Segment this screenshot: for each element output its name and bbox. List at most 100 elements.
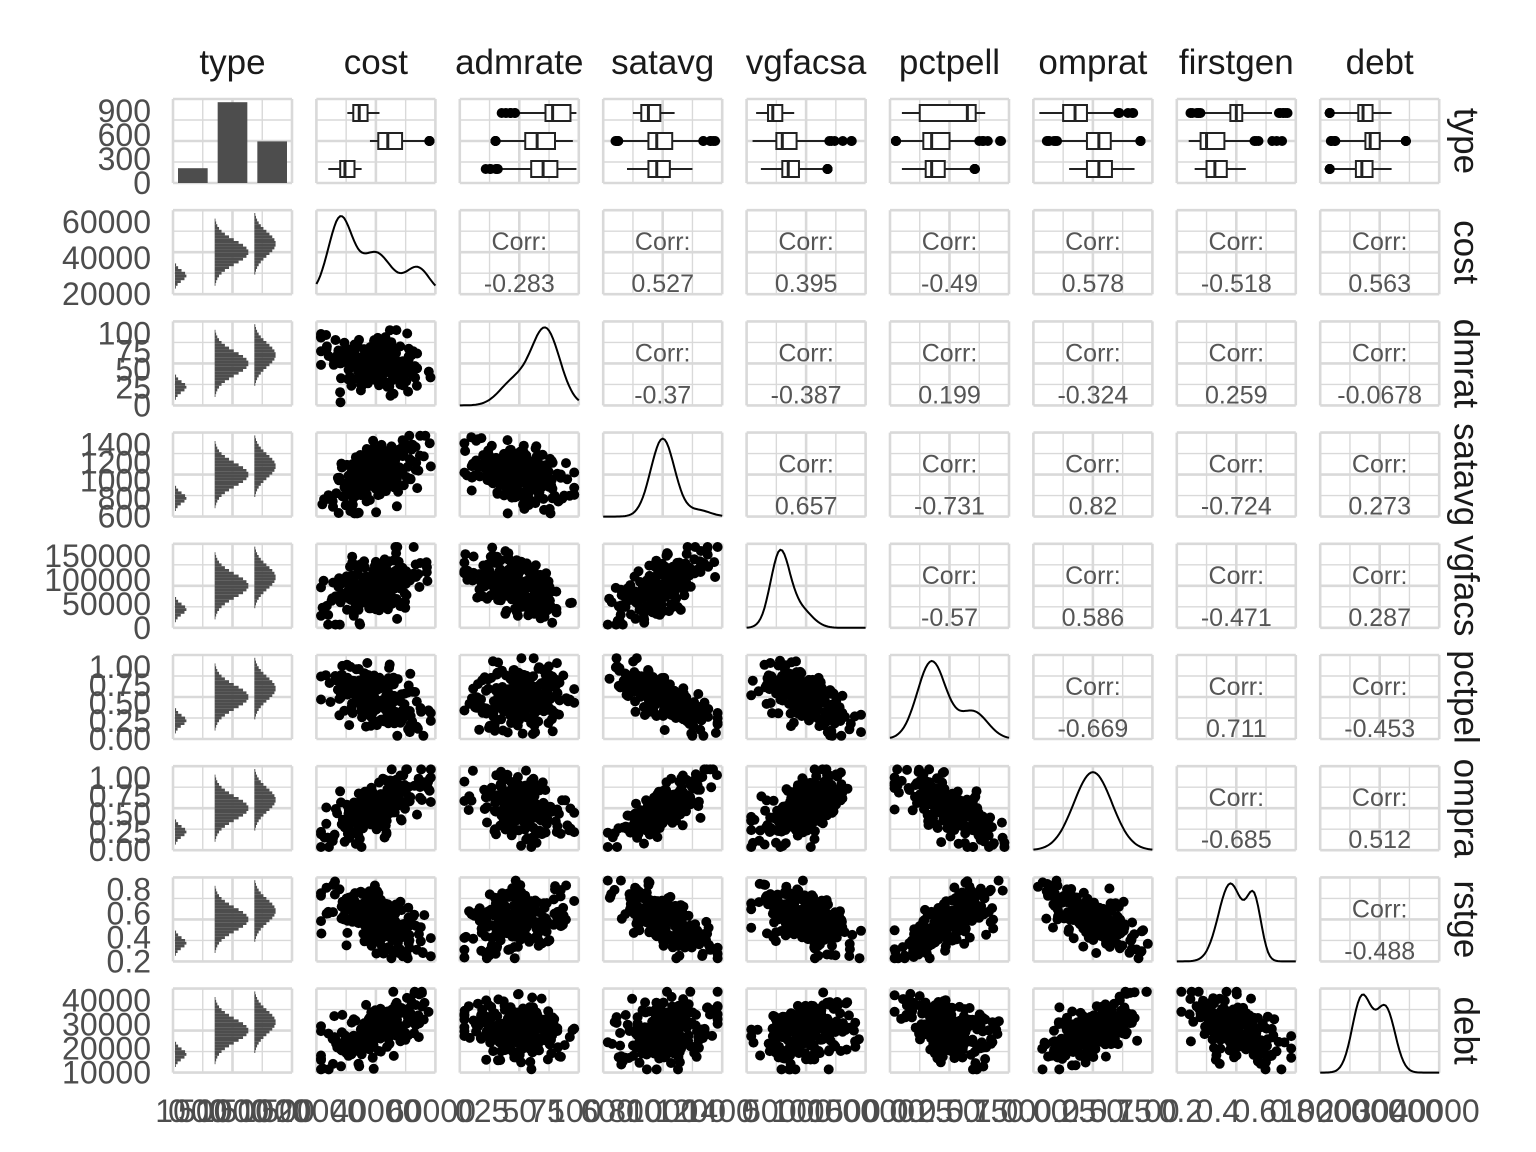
scatter-point [316, 890, 326, 901]
panel-pctpell-comprate [1032, 653, 1154, 741]
histogram-bin [175, 833, 185, 837]
outlier-point [969, 164, 980, 174]
scatter-point [829, 796, 840, 807]
histogram-bin [214, 677, 225, 681]
histogram-bin [214, 446, 218, 450]
scatter-point [641, 893, 651, 904]
scatter-point [844, 724, 855, 735]
scatter-point [492, 487, 503, 498]
x-tick-label: 1000 [239, 1093, 310, 1129]
column-strip-label-type: type [199, 43, 265, 82]
scatter-point [395, 583, 406, 594]
corr-label-admrate-firstgen: Corr: [1209, 339, 1265, 367]
scatter-point [659, 725, 670, 735]
scatter-point [355, 450, 366, 460]
scatter-point [316, 829, 326, 840]
histogram-bin [254, 263, 259, 267]
facet-histogram-firstgen [175, 880, 276, 956]
boxplot-admrate [480, 160, 577, 178]
scatter-point [932, 802, 942, 813]
histogram-bin [214, 822, 230, 825]
scatter-point [968, 793, 979, 804]
x-tick-label: 600 [581, 1093, 634, 1129]
scatter-point [528, 653, 539, 664]
histogram-bin [214, 830, 220, 834]
histogram-bin [214, 388, 218, 392]
scatter-point [499, 702, 510, 712]
corr-value-avgfacsal-pctpell: -0.57 [921, 604, 978, 632]
panel-pctpell-debt [1318, 653, 1441, 741]
histogram-bin [214, 839, 216, 842]
scatter-point [604, 673, 615, 684]
histogram-bin [254, 1027, 273, 1031]
histogram-bin [214, 699, 247, 703]
scatter-point [602, 827, 613, 838]
scatter-point [997, 832, 1008, 843]
panel-avgfacsal-pctpell [888, 542, 1011, 630]
histogram-bin [214, 341, 222, 344]
scatter-point [491, 570, 501, 581]
histogram-bin [254, 880, 256, 883]
scatter-point [488, 554, 499, 565]
scatter-point [528, 463, 539, 473]
boxplot-cost [369, 132, 435, 150]
panel-admrate-avgfacsal [745, 320, 867, 407]
histogram-bin [254, 229, 267, 233]
outlier-point [1253, 136, 1264, 146]
histogram-bin [254, 577, 276, 581]
scatter-point [552, 821, 563, 832]
scatter-point [610, 582, 621, 593]
histogram-bin [254, 452, 267, 455]
scatter-point [401, 566, 412, 577]
scatter-point [379, 832, 390, 843]
scatter-point [391, 473, 402, 484]
histogram-bin [254, 460, 275, 464]
scatter-point [625, 827, 636, 838]
scatter-point [695, 929, 706, 940]
scatter-point [482, 817, 492, 828]
histogram-bin [214, 813, 244, 817]
scatter-point [388, 790, 399, 801]
histogram-bin [214, 836, 217, 839]
histogram-bin [214, 227, 220, 230]
scatter-point [632, 670, 643, 681]
row-strip-label-admrate: dmrat [1447, 319, 1486, 409]
histogram-bin [254, 777, 259, 781]
histogram-bin [214, 599, 230, 603]
corr-label-pctpell-firstgen: Corr: [1209, 673, 1265, 701]
histogram-bin [254, 591, 264, 595]
histogram-bin [254, 657, 256, 661]
histogram-bin [175, 385, 187, 389]
histogram-bin [254, 235, 273, 239]
histogram-bin [175, 936, 182, 939]
scatter-point [334, 472, 345, 483]
panel-satavg-avgfacsal [745, 431, 867, 518]
histogram-bin [214, 274, 220, 278]
scatter-point [512, 576, 523, 587]
y-tick-label: 0.25 [89, 703, 151, 739]
histogram-bin [175, 283, 178, 286]
corr-value-avgfacsal-debt: 0.287 [1348, 604, 1411, 632]
outlier-point [613, 136, 624, 146]
histogram-bin [254, 449, 264, 453]
histogram-bin [214, 594, 239, 597]
scatter-point [419, 910, 430, 921]
scatter-point [828, 806, 839, 817]
scatter-point [409, 362, 420, 373]
histogram-bin [214, 563, 222, 567]
histogram-bin [254, 816, 261, 820]
y-tick-label: 0.25 [89, 814, 151, 850]
histogram-bin [254, 991, 256, 995]
row-strip-label-avgfacsal: vgfacs [1447, 535, 1486, 636]
scatter-point [424, 438, 435, 449]
scatter-point [524, 685, 535, 696]
scatter-point [746, 825, 757, 836]
histogram-bin [214, 1047, 225, 1051]
scatter-point [472, 679, 483, 690]
scatter-point [493, 595, 504, 605]
scatter-point [467, 765, 478, 776]
corr-value-satavg-pctpell: -0.731 [914, 493, 985, 521]
scatter-point [673, 916, 684, 927]
scatter-point [644, 925, 655, 936]
